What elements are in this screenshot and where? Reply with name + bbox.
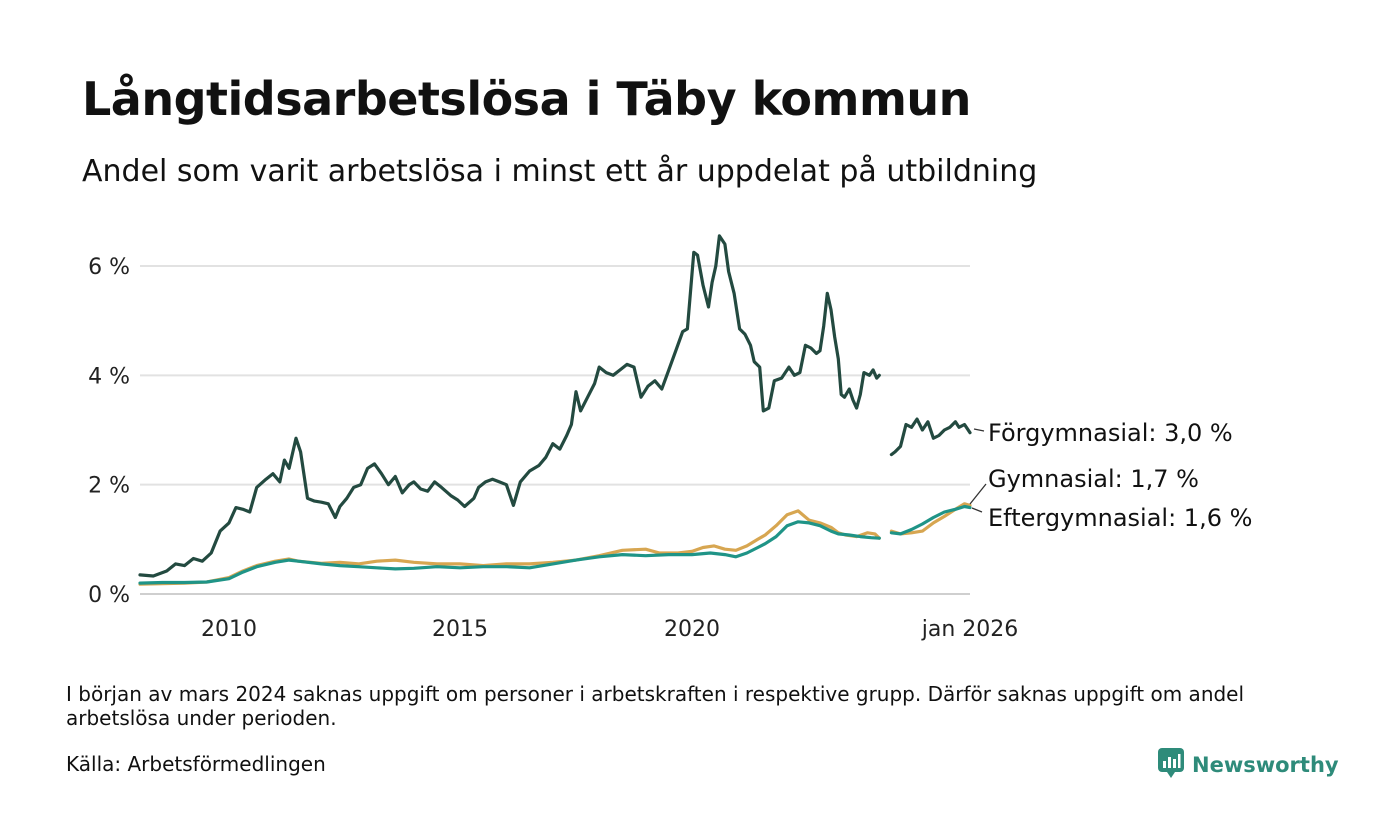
x-tick-label: 2015 xyxy=(432,617,488,642)
x-tick-label: jan 2026 xyxy=(921,617,1019,642)
chart-subtitle: Andel som varit arbetslösa i minst ett å… xyxy=(82,154,1038,189)
line-chart: 0 % 2 % 4 % 6 % 2010 2015 2020 jan 2026 Förgymna… xyxy=(88,234,1252,642)
series-line-förgymnasial-1 xyxy=(889,417,972,457)
series-line-förgymnasial-0 xyxy=(138,234,881,578)
y-tick-label: 6 % xyxy=(88,255,130,280)
series-line-eftergymnasial-1 xyxy=(889,504,972,536)
brand-logo: Newsworthy xyxy=(1158,748,1339,782)
y-tick-label: 4 % xyxy=(88,364,130,389)
series-label-gymnasial: Gymnasial: 1,7 % xyxy=(988,465,1199,493)
y-tick-label: 2 % xyxy=(88,474,130,499)
series-line-gymnasial-0 xyxy=(138,509,881,586)
label-leader-line xyxy=(971,507,983,513)
source-text: Källa: Arbetsförmedlingen xyxy=(66,752,326,776)
series-label-förgymnasial: Förgymnasial: 3,0 % xyxy=(988,419,1233,447)
chart-title: Långtidsarbetslösa i Täby kommun xyxy=(82,72,971,126)
label-leader-line xyxy=(969,483,987,505)
x-tick-label: 2010 xyxy=(201,617,257,642)
series-label-eftergymnasial: Eftergymnasial: 1,6 % xyxy=(988,504,1252,532)
newsworthy-icon xyxy=(1158,748,1184,782)
x-tick-label: 2020 xyxy=(664,617,720,642)
footnote: I början av mars 2024 saknas uppgift om … xyxy=(66,682,1245,730)
brand-name: Newsworthy xyxy=(1192,753,1339,777)
series-line-eftergymnasial-0 xyxy=(138,520,881,585)
y-tick-label: 0 % xyxy=(88,583,130,608)
label-leader-line xyxy=(973,428,985,432)
